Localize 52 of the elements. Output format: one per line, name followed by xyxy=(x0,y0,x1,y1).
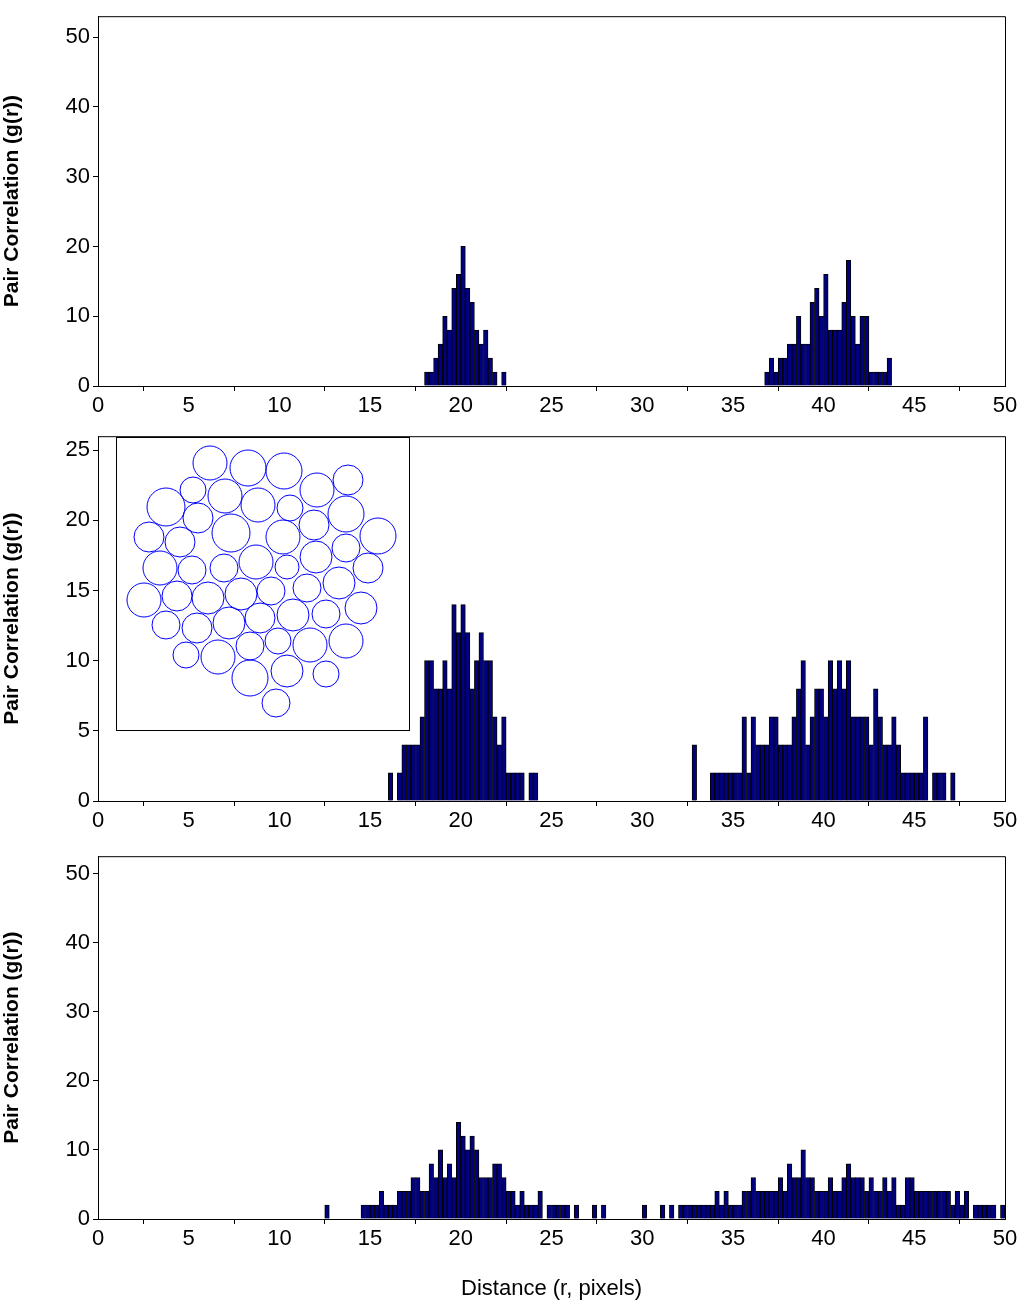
x-tick-label: 25 xyxy=(539,392,564,418)
x-tick-label: 40 xyxy=(811,392,836,418)
x-tick-label: 45 xyxy=(902,1225,927,1251)
x-tick-label: 10 xyxy=(267,807,292,833)
x-tick-label: 15 xyxy=(357,807,383,833)
y-tick-label: 40 xyxy=(65,928,90,954)
x-tick-label: 10 xyxy=(267,392,292,418)
x-tick-label: 5 xyxy=(182,1225,195,1251)
x-tick-label: 30 xyxy=(629,392,655,418)
x-tick-label: 50 xyxy=(992,1225,1018,1251)
x-tick-label: 45 xyxy=(902,807,927,833)
y-tick-label: 25 xyxy=(65,436,90,462)
y-tick-label: 50 xyxy=(65,23,90,49)
x-tick-label: 20 xyxy=(448,392,474,418)
y-tick-label: 40 xyxy=(65,92,90,118)
x-tick-label: 30 xyxy=(629,1225,655,1251)
y-tick-label: 0 xyxy=(77,787,90,813)
y-tick-label: 30 xyxy=(65,162,90,188)
y-tick-label: 5 xyxy=(77,716,90,742)
x-tick-label: 35 xyxy=(720,392,746,418)
x-tick-label: 20 xyxy=(448,1225,474,1251)
y-tick-label: 20 xyxy=(65,506,90,532)
y-tick-label: 10 xyxy=(65,302,90,328)
x-tick-label: 5 xyxy=(182,807,195,833)
y-tick-label: 20 xyxy=(65,1066,90,1092)
x-tick-label: 30 xyxy=(629,807,655,833)
y-tick-label: 15 xyxy=(65,576,90,602)
x-tick-label: 45 xyxy=(902,392,927,418)
y-tick-label: 20 xyxy=(65,232,90,258)
y-tick-label: 10 xyxy=(65,646,90,672)
y-axis-title: Pair Correlation (g(r)) xyxy=(0,931,23,1144)
x-tick-label: 5 xyxy=(182,392,195,418)
x-tick-label: 50 xyxy=(992,807,1018,833)
x-tick-label: 40 xyxy=(811,1225,836,1251)
x-tick-label: 15 xyxy=(357,392,383,418)
y-axis-title: Pair Correlation (g(r)) xyxy=(0,94,23,308)
x-tick-label: 40 xyxy=(811,807,836,833)
x-tick-label: 25 xyxy=(539,807,564,833)
x-axis-title: Distance (r, pixels) xyxy=(461,1274,642,1300)
y-tick-label: 30 xyxy=(65,997,90,1023)
x-tick-label: 35 xyxy=(720,1225,746,1251)
x-tick-label: 50 xyxy=(992,392,1018,418)
y-tick-label: 10 xyxy=(65,1135,90,1161)
x-tick-label: 10 xyxy=(267,1225,292,1251)
y-tick-label: 0 xyxy=(77,1205,90,1231)
x-tick-label: 15 xyxy=(357,1225,383,1251)
y-tick-label: 0 xyxy=(77,372,90,398)
y-axis-title: Pair Correlation (g(r)) xyxy=(0,512,23,725)
x-tick-label: 25 xyxy=(539,1225,564,1251)
x-tick-label: 20 xyxy=(448,807,474,833)
x-tick-label: 35 xyxy=(720,807,746,833)
y-tick-label: 50 xyxy=(65,859,90,885)
